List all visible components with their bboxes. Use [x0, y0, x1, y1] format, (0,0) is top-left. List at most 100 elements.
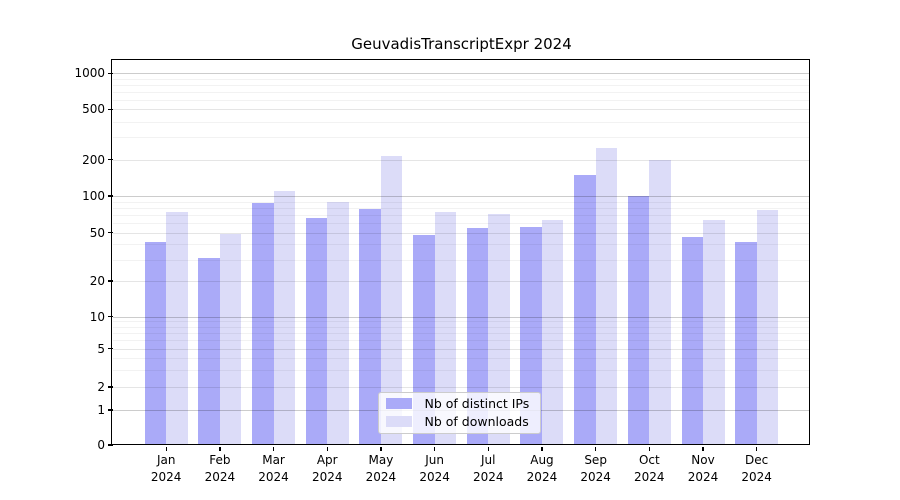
plot-area	[113, 61, 810, 445]
gridline-10	[113, 316, 810, 318]
gridline-4	[113, 357, 810, 359]
y-tick-mark-0	[107, 444, 113, 446]
gridline-70	[113, 214, 810, 216]
bar-jul-downloads	[488, 214, 510, 445]
x-axis-year-aug: 2024	[526, 469, 558, 484]
gridline-7	[113, 332, 810, 334]
x-axis-label-jun: Jun 2024	[403, 452, 467, 485]
y-tick-mark-500	[107, 108, 113, 110]
bar-sep-distinct-ips	[574, 175, 596, 445]
bar-nov-downloads	[703, 219, 725, 445]
x-axis-year-sep: 2024	[580, 469, 611, 484]
y-axis-tick-label-1000: 1000	[74, 66, 105, 81]
x-axis-label-nov: Nov 2024	[671, 452, 735, 485]
gridline-2	[113, 387, 810, 388]
x-axis-year-apr: 2024	[311, 469, 343, 484]
x-axis-label-jul: Jul 2024	[456, 452, 520, 485]
x-tick-mark-jul	[487, 446, 489, 452]
x-tick-mark-oct	[648, 446, 650, 452]
x-axis-label-apr: Apr 2024	[295, 452, 359, 485]
y-axis-tick-label-50: 50	[89, 225, 105, 240]
bar-sep-downloads	[595, 148, 618, 445]
y-axis-tick-label-1: 1	[97, 403, 105, 417]
y-tick-mark-10	[107, 315, 113, 318]
gridline-50	[113, 232, 810, 234]
bar-oct-downloads	[649, 159, 671, 445]
bar-mar-distinct-ips	[252, 202, 274, 445]
gridline-80	[113, 207, 810, 209]
x-axis-label-mar: Mar 2024	[242, 452, 306, 485]
gridline-200	[113, 159, 810, 161]
legend-label-distinct-ips: Nb of distinct IPs	[424, 396, 530, 412]
x-axis-year-feb: 2024	[204, 469, 236, 484]
x-axis-label-may: May 2024	[349, 452, 413, 485]
gridline-3	[113, 369, 810, 371]
x-tick-mark-feb	[219, 446, 221, 452]
gridline-500	[113, 109, 810, 111]
bar-jan-downloads	[166, 211, 188, 445]
x-tick-mark-sep	[594, 446, 597, 452]
y-axis-tick-label-200: 200	[82, 152, 105, 167]
x-tick-mark-nov	[702, 446, 704, 452]
x-axis-year-oct: 2024	[634, 469, 665, 484]
gridline-800	[113, 84, 810, 86]
y-axis-tick-label-20: 20	[89, 274, 105, 288]
x-axis-year-jul: 2024	[472, 469, 504, 484]
x-axis-label-sep: Sep 2024	[564, 452, 628, 485]
y-tick-mark-50	[107, 232, 113, 234]
y-tick-mark-5	[107, 347, 113, 350]
legend-swatch-downloads	[385, 416, 412, 428]
y-tick-mark-1	[107, 409, 113, 411]
bar-aug-downloads	[541, 220, 564, 445]
gridline-400	[113, 121, 810, 123]
bar-dec-downloads	[756, 209, 779, 445]
x-axis-year-jun: 2024	[419, 469, 450, 484]
y-axis-tick-label-0: 0	[97, 438, 105, 452]
gridline-700	[113, 91, 810, 93]
gridline-5	[113, 348, 810, 350]
bar-oct-distinct-ips	[627, 196, 650, 445]
bar-feb-downloads	[219, 233, 242, 445]
y-axis-tick-label-500: 500	[82, 102, 105, 117]
gridline-9	[113, 321, 810, 323]
bar-jul-distinct-ips	[466, 227, 489, 445]
gridline-8	[113, 326, 810, 328]
gridline-900	[113, 78, 810, 80]
chart-title: GeuvadisTranscriptExpr 2024	[351, 35, 572, 53]
bar-aug-distinct-ips	[520, 226, 542, 445]
gridline-30	[113, 259, 810, 261]
y-tick-mark-2	[107, 386, 113, 388]
bar-jun-downloads	[434, 211, 457, 445]
gridline-300	[113, 137, 810, 139]
x-axis-year-dec: 2024	[741, 469, 772, 484]
bar-feb-distinct-ips	[198, 257, 220, 445]
legend-item-distinct-ips: Nb of distinct IPs	[385, 396, 540, 412]
bar-apr-distinct-ips	[305, 218, 328, 445]
bar-jan-distinct-ips	[144, 241, 167, 445]
x-axis-label-dec: Dec 2024	[725, 452, 789, 485]
x-tick-mark-apr	[326, 446, 328, 452]
x-axis-label-jan: Jan 2024	[134, 452, 198, 485]
gridline-600	[113, 99, 810, 101]
gridline-20	[113, 281, 810, 282]
x-axis-year-nov: 2024	[687, 469, 719, 484]
legend-box: Nb of distinct IPs Nb of downloads	[377, 392, 541, 434]
y-axis-tick-label-2: 2	[97, 380, 105, 394]
y-axis-tick-label-100: 100	[82, 189, 105, 203]
y-tick-mark-100	[107, 195, 113, 197]
gridline-100	[113, 196, 810, 197]
x-tick-mark-aug	[541, 446, 543, 452]
gridline-6	[113, 340, 810, 342]
gridline-60	[113, 223, 810, 225]
y-axis-tick-label-10: 10	[89, 309, 105, 324]
legend-label-downloads: Nb of downloads	[424, 414, 529, 430]
x-tick-mark-mar	[272, 446, 275, 452]
bar-mar-downloads	[273, 190, 296, 445]
bar-may-downloads	[380, 156, 403, 445]
gridline-90	[113, 201, 810, 203]
y-tick-mark-200	[107, 158, 113, 161]
x-axis-label-feb: Feb 2024	[188, 452, 252, 485]
gridline-40	[113, 244, 810, 246]
bar-dec-distinct-ips	[735, 241, 757, 445]
